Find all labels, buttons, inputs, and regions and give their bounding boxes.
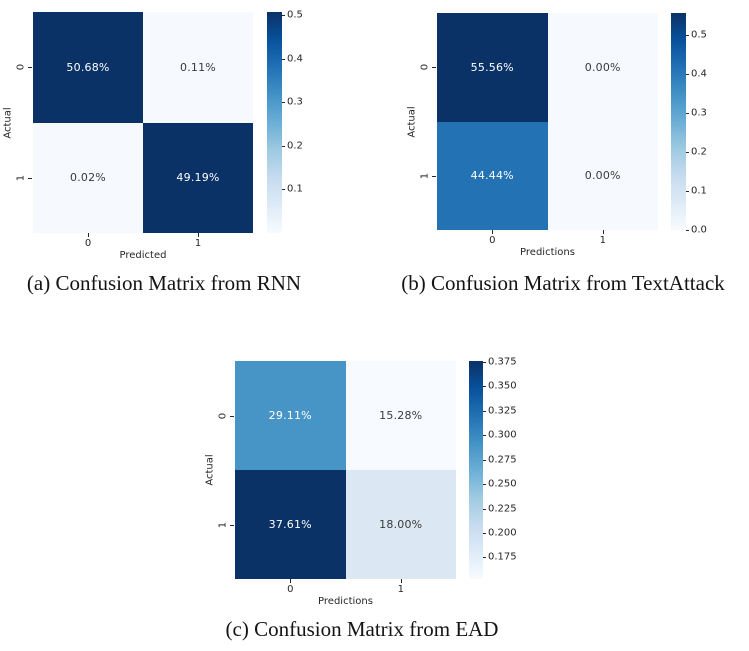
x-axis-label: Predicted bbox=[119, 250, 167, 261]
matrix-cell-a-10: 0.02% bbox=[33, 122, 143, 233]
colorbar-tick-label: 0.250 bbox=[488, 478, 517, 490]
matrix-cell-b-11: 0.00% bbox=[547, 121, 658, 230]
colorbar-tick-mark bbox=[483, 410, 486, 412]
caption-b: (b) Confusion Matrix from TextAttack bbox=[401, 271, 725, 295]
colorbar-tick-mark bbox=[483, 508, 486, 510]
colorbar bbox=[267, 12, 282, 233]
matrix-cell-b-00: 55.56% bbox=[437, 13, 548, 122]
matrix-cell-c-00: 29.11% bbox=[235, 361, 346, 470]
colorbar-tick-mark bbox=[686, 112, 689, 114]
colorbar-tick-mark bbox=[483, 557, 486, 559]
colorbar-tick-label: 0.4 bbox=[287, 53, 303, 65]
colorbar-tick-mark bbox=[282, 58, 285, 60]
y-tick-mark bbox=[28, 177, 32, 179]
colorbar-tick-mark bbox=[483, 484, 486, 486]
colorbar-tick-mark bbox=[282, 189, 285, 191]
caption-c: (c) Confusion Matrix from EAD bbox=[225, 617, 499, 641]
y-tick-label: 0 bbox=[217, 412, 229, 419]
colorbar-tick-label: 0.1 bbox=[691, 185, 707, 197]
x-axis-label: Predictions bbox=[318, 596, 373, 607]
matrix-cell-c-10: 37.61% bbox=[235, 470, 346, 579]
colorbar-tick-label: 0.325 bbox=[488, 405, 517, 417]
x-tick-label: 1 bbox=[599, 235, 606, 246]
x-tick-label: 0 bbox=[489, 235, 496, 246]
colorbar-tick-label: 0.200 bbox=[488, 527, 517, 539]
colorbar-tick-mark bbox=[483, 532, 486, 534]
colorbar-tick-mark bbox=[282, 14, 285, 16]
colorbar-tick-label: 0.0 bbox=[691, 224, 707, 236]
colorbar-tick-label: 0.5 bbox=[287, 9, 303, 21]
matrix-cell-c-01: 15.28% bbox=[345, 361, 456, 470]
colorbar-tick-label: 0.375 bbox=[488, 356, 517, 368]
colorbar-tick-mark bbox=[483, 362, 486, 364]
matrix-cell-a-01: 0.11% bbox=[143, 12, 253, 123]
x-tick-label: 1 bbox=[194, 238, 202, 249]
colorbar-tick-mark bbox=[483, 435, 486, 437]
colorbar-tick-label: 0.1 bbox=[287, 183, 303, 195]
colorbar-tick-label: 0.5 bbox=[691, 29, 707, 41]
x-tick-mark bbox=[88, 233, 89, 237]
x-tick-mark bbox=[400, 579, 402, 583]
x-tick-mark bbox=[198, 233, 199, 237]
colorbar-tick-mark bbox=[282, 102, 285, 104]
x-tick-mark bbox=[602, 230, 604, 234]
colorbar-tick-label: 0.3 bbox=[691, 107, 707, 119]
y-tick-mark bbox=[230, 524, 234, 526]
x-tick-label: 1 bbox=[397, 584, 404, 595]
x-tick-mark bbox=[492, 230, 494, 234]
colorbar-tick-mark bbox=[282, 145, 285, 147]
x-tick-label: 0 bbox=[84, 238, 92, 249]
colorbar-tick-label: 0.2 bbox=[287, 140, 303, 152]
y-tick-mark bbox=[432, 67, 436, 69]
matrix-cell-b-01: 0.00% bbox=[547, 13, 658, 122]
colorbar-tick-label: 0.225 bbox=[488, 503, 517, 514]
colorbar-tick-label: 0.350 bbox=[488, 380, 517, 392]
colorbar-tick-label: 0.4 bbox=[691, 68, 707, 80]
colorbar-tick-label: 0.3 bbox=[287, 96, 303, 108]
colorbar-tick-mark bbox=[686, 190, 689, 192]
colorbar-tick-label: 0.2 bbox=[691, 146, 707, 158]
y-tick-mark bbox=[432, 175, 436, 177]
caption-a: (a) Confusion Matrix from RNN bbox=[26, 271, 302, 295]
x-tick-label: 0 bbox=[287, 584, 294, 595]
y-tick-mark bbox=[230, 415, 234, 417]
colorbar-tick-mark bbox=[686, 34, 689, 36]
colorbar-tick-mark bbox=[483, 386, 486, 388]
y-tick-mark bbox=[28, 67, 32, 69]
colorbar-tick-label: 0.275 bbox=[488, 454, 517, 466]
colorbar-tick-mark bbox=[686, 151, 689, 153]
colorbar-tick-mark bbox=[483, 459, 486, 461]
colorbar bbox=[469, 361, 483, 579]
matrix-cell-c-11: 18.00% bbox=[345, 470, 456, 579]
colorbar bbox=[671, 13, 686, 230]
y-tick-label: 1 bbox=[217, 521, 229, 528]
colorbar-tick-label: 0.300 bbox=[488, 429, 517, 441]
colorbar-tick-label: 0.175 bbox=[488, 551, 517, 563]
y-axis-label: Actual bbox=[204, 454, 216, 486]
x-axis-label: Predictions bbox=[520, 247, 575, 258]
colorbar-tick-mark bbox=[686, 73, 689, 75]
colorbar-tick-mark bbox=[686, 230, 689, 231]
matrix-cell-a-00: 50.68% bbox=[33, 12, 143, 123]
matrix-cell-b-10: 44.44% bbox=[437, 121, 548, 230]
matrix-cell-a-11: 49.19% bbox=[143, 122, 253, 233]
x-tick-mark bbox=[290, 579, 292, 583]
